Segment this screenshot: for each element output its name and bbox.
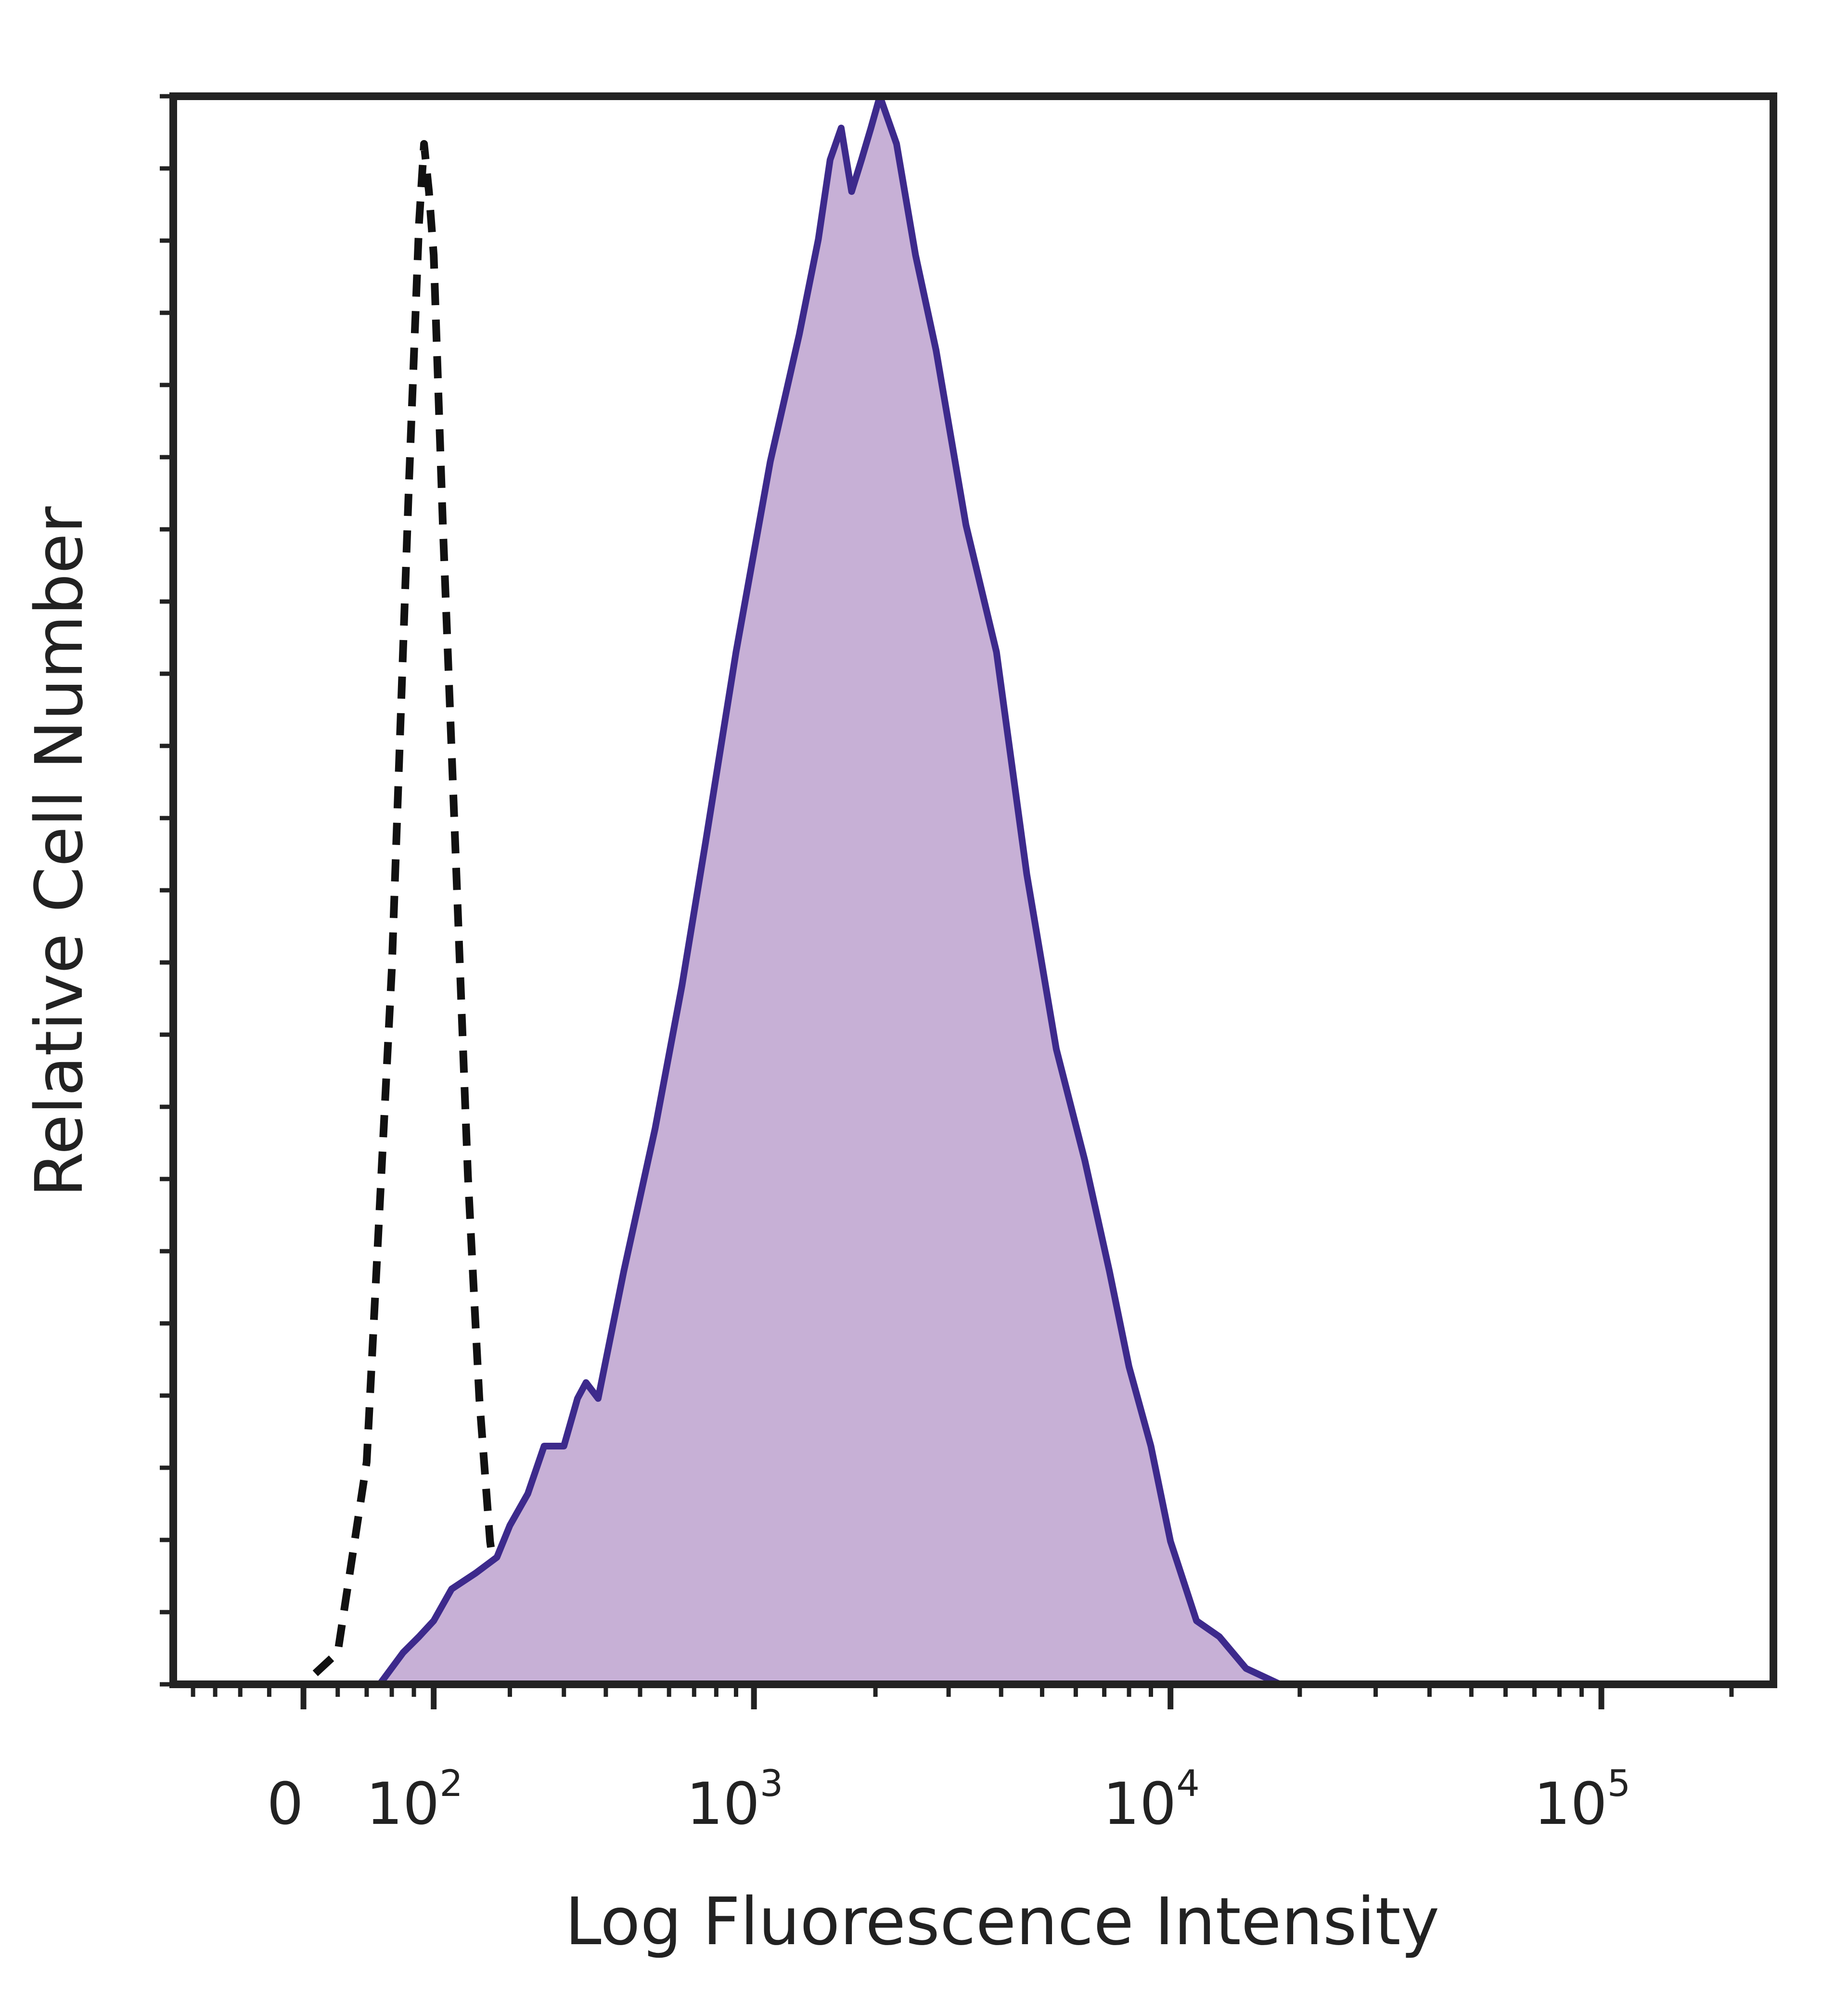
series-1-area: [173, 96, 1773, 1684]
plot-area: 0 102 103 104 105: [160, 92, 1777, 1838]
x-axis-title: Log Fluorescence Intensity: [565, 1884, 1439, 1960]
x-tick-label: 105: [1534, 1762, 1630, 1838]
x-tick-label: 0: [267, 1771, 303, 1838]
y-axis-title: Relative Cell Number: [22, 506, 98, 1197]
x-tick-label: 103: [686, 1762, 783, 1838]
tick-layer: 0 102 103 104 105: [160, 94, 1734, 1838]
x-tick-label: 104: [1103, 1762, 1200, 1838]
series-layer: [173, 93, 1773, 1688]
x-tick-label: 102: [366, 1762, 463, 1838]
series-1-line: [173, 93, 1773, 1688]
series-0-line: [173, 140, 1773, 1688]
